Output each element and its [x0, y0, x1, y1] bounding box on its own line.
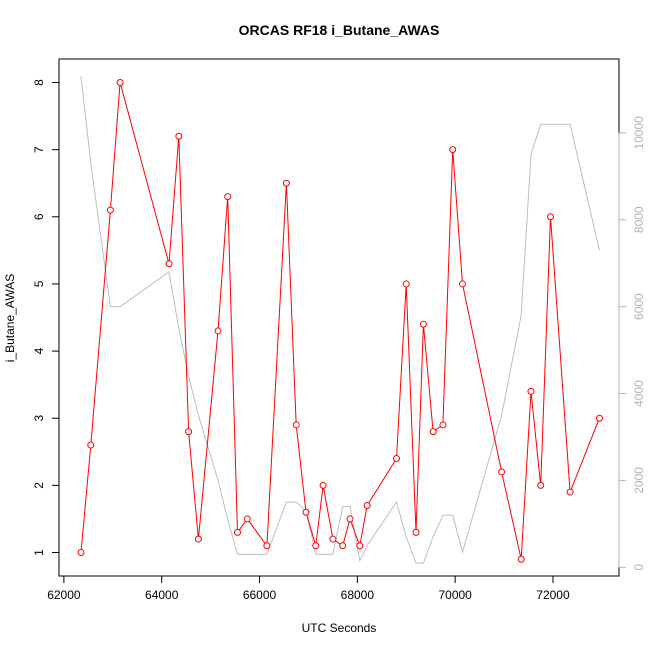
y-tick-label: 8: [32, 79, 46, 86]
y2-tick-label: 10000: [632, 116, 646, 150]
data-point: [214, 327, 222, 335]
data-point: [87, 441, 95, 449]
x-axis-label: UTC Seconds: [302, 621, 377, 635]
x-tick-label: 70000: [438, 588, 472, 602]
data-point: [363, 502, 371, 509]
data-point: [595, 414, 603, 422]
data-point: [175, 132, 183, 140]
data-point: [77, 549, 85, 556]
data-point: [312, 542, 320, 550]
y-tick-label: 7: [32, 146, 46, 153]
data-point: [547, 213, 555, 221]
y2-tick-label: 0: [632, 564, 646, 571]
data-point: [537, 481, 545, 489]
data-point: [194, 535, 202, 543]
data-point: [319, 481, 327, 489]
chart-title: ORCAS RF18 i_Butane_AWAS: [239, 22, 440, 38]
y-tick-label: 3: [32, 415, 46, 422]
data-point: [419, 320, 427, 328]
y2-tick-label: 6000: [632, 293, 646, 320]
data-point: [449, 146, 457, 154]
data-point: [329, 535, 337, 543]
data-point: [339, 542, 347, 550]
data-point: [263, 542, 271, 550]
data-point: [346, 515, 354, 523]
data-point: [106, 206, 114, 214]
data-point: [243, 515, 251, 523]
y2-tick-label: 2000: [632, 467, 646, 494]
data-point: [185, 428, 193, 436]
y-tick-label: 1: [32, 549, 46, 556]
y-tick-label: 4: [32, 347, 46, 354]
left-axis-series-line: [80, 82, 600, 560]
data-point: [517, 555, 525, 563]
plot-frame: [58, 58, 620, 577]
y-tick-label: 6: [32, 213, 46, 220]
y-axis: 1 2 3 4 5 6 7 8: [32, 79, 60, 556]
data-point: [566, 488, 574, 496]
data-point: [458, 280, 466, 288]
y-axis-label: i_Butane_AWAS: [3, 274, 17, 363]
data-point: [302, 508, 310, 516]
y-tick-label: 5: [32, 280, 46, 287]
x-tick-label: 66000: [243, 588, 277, 602]
data-point: [116, 79, 124, 86]
data-point: [282, 179, 290, 187]
data-point: [292, 421, 300, 429]
x-tick-label: 64000: [145, 588, 179, 602]
right-axis-series-line: [80, 76, 600, 564]
data-point: [527, 387, 535, 395]
data-point: [412, 528, 420, 536]
y2-tick-label: 8000: [632, 206, 646, 233]
data-point: [402, 280, 410, 288]
data-point: [429, 428, 437, 436]
x-tick-label: 72000: [536, 588, 570, 602]
y2-tick-label: 4000: [632, 380, 646, 407]
y2-axis: 0 2000 4000 6000 8000 10000: [618, 116, 646, 571]
data-point: [234, 528, 242, 536]
x-tick-label: 68000: [341, 588, 375, 602]
y-tick-label: 2: [32, 482, 46, 489]
data-point: [356, 542, 364, 550]
x-axis: 62000 64000 66000 68000 70000 72000: [47, 575, 570, 602]
data-point: [498, 468, 506, 476]
x-tick-label: 62000: [47, 588, 81, 602]
data-point: [224, 193, 232, 201]
data-point: [165, 260, 173, 268]
data-point: [392, 455, 400, 462]
series-layer: [77, 76, 603, 564]
data-point: [439, 421, 447, 429]
